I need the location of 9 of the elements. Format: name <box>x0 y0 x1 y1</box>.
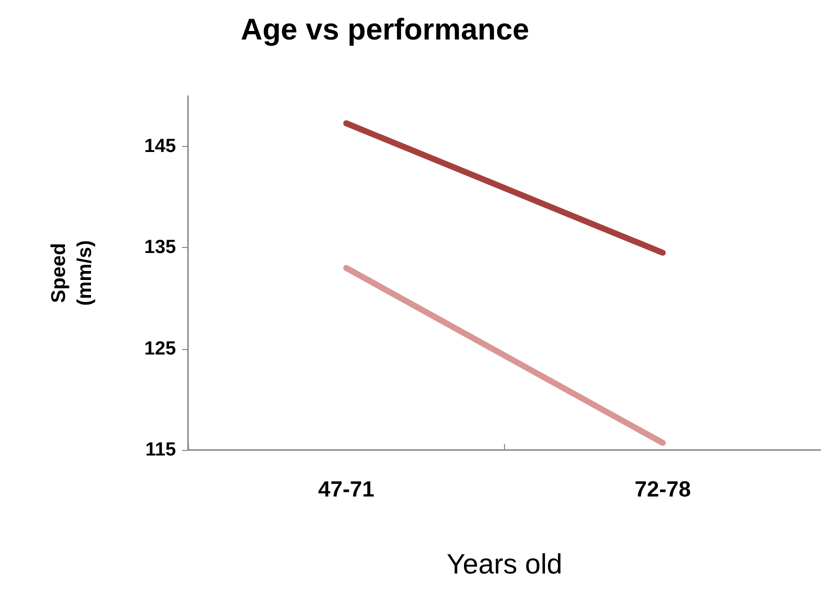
y-tick-label: 135 <box>144 237 176 258</box>
x-tick-label: 47-71 <box>318 476 374 502</box>
x-tick-label: 72-78 <box>634 476 691 502</box>
y-axis-title: Speed (mm/s) <box>48 240 96 306</box>
y-tick-label: 125 <box>144 338 176 360</box>
x-axis-title: Years old <box>446 548 562 580</box>
chart-title: Age vs performance <box>240 14 530 46</box>
y-tick-label: 115 <box>145 440 176 460</box>
y-tick-label: 145 <box>144 136 176 158</box>
